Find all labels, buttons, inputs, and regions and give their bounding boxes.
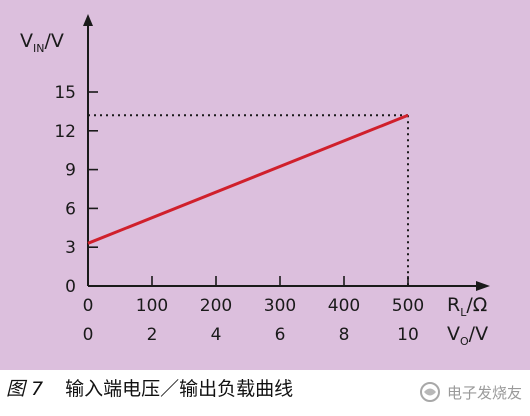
x-tick-label-primary: 500 (392, 296, 424, 316)
x-ticks: 0 0 100 2 200 4 300 6 400 8 500 10 (83, 276, 424, 345)
y-tick-label: 3 (65, 238, 76, 258)
y-axis-label: VIN/V (20, 30, 64, 55)
y-tick-label: 15 (54, 83, 76, 103)
figure-caption-text: 输入端电压／输出负载曲线 (65, 378, 294, 400)
series (87, 113, 409, 245)
x-tick-label-primary: 300 (264, 296, 296, 316)
x-axis-label-primary: RL/Ω (447, 294, 487, 319)
y-ticks: 0 3 6 9 12 15 (54, 83, 98, 297)
watermark: 电子发烧友 (419, 378, 522, 406)
x-tick-label-secondary: 10 (397, 325, 419, 345)
series-line (87, 113, 409, 245)
chart-panel: VIN/V 0 3 6 9 12 15 0 0 100 2 200 4 300 6 400 8 500 10 R… (0, 0, 530, 370)
x-axis-arrow (476, 281, 490, 291)
x-tick-label-primary: 200 (200, 296, 232, 316)
x-tick-label-secondary: 4 (211, 325, 222, 345)
x-tick-label-secondary: 6 (275, 325, 286, 345)
y-axis-arrow (83, 14, 93, 26)
figure-number: 图 7 (6, 378, 44, 400)
swirl-logo-icon (419, 382, 440, 402)
x-tick-label-primary: 400 (328, 296, 360, 316)
y-tick-label: 12 (54, 122, 76, 142)
x-axis-label-secondary: VO/V (447, 323, 488, 348)
y-tick-label: 9 (65, 161, 76, 181)
y-tick-label: 0 (65, 277, 76, 297)
x-tick-label-secondary: 8 (339, 325, 350, 345)
x-tick-label-primary: 100 (136, 296, 168, 316)
y-tick-label: 6 (65, 199, 76, 219)
watermark-text: 电子发烧友 (446, 383, 522, 402)
x-tick-label-secondary: 0 (83, 325, 94, 345)
x-tick-label-primary: 0 (83, 296, 94, 316)
guide-lines (88, 114, 409, 286)
figure-caption: 图 7 输入端电压／输出负载曲线 (6, 374, 293, 404)
x-tick-label-secondary: 2 (147, 325, 158, 345)
